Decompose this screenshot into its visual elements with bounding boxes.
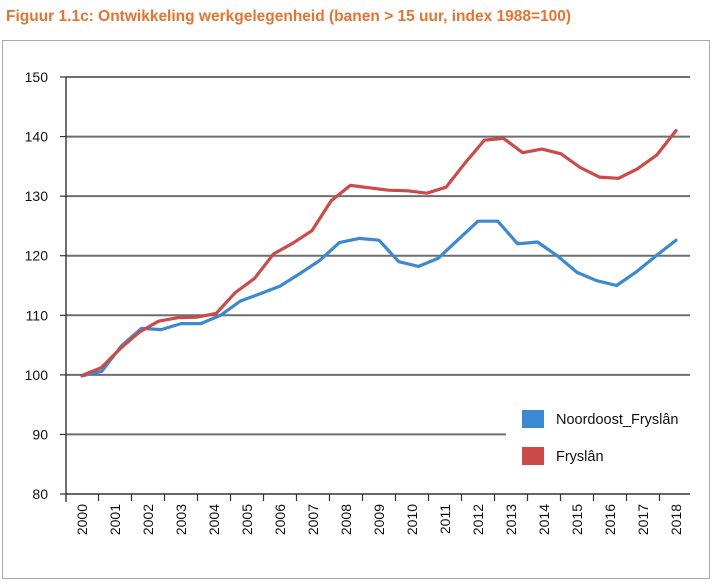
x-tick-label: 2004 bbox=[206, 504, 222, 535]
x-tick-label: 2002 bbox=[140, 504, 156, 535]
x-tick-label: 2008 bbox=[338, 504, 354, 535]
x-tick-label: 2016 bbox=[602, 504, 618, 535]
legend: Noordoost_Fryslân Fryslân bbox=[522, 410, 679, 465]
x-tick-label: 2012 bbox=[470, 504, 486, 535]
series-line-0 bbox=[80, 219, 678, 378]
x-tick-label: 2010 bbox=[404, 504, 420, 535]
x-axis: 2000 2001 2002 2003 2004 2005 2006 2007 2008 2009… bbox=[66, 493, 690, 535]
y-tick-label: 120 bbox=[25, 248, 49, 264]
y-tick-label: 100 bbox=[25, 367, 49, 383]
x-tick-label: 2015 bbox=[569, 504, 585, 535]
x-tick-label: 2006 bbox=[272, 504, 288, 535]
x-tick-label: 2018 bbox=[668, 504, 684, 535]
x-tick-label: 2017 bbox=[635, 504, 651, 535]
legend-label-1: Fryslân bbox=[556, 449, 604, 465]
y-tick-label: 140 bbox=[25, 129, 49, 145]
y-tick-label: 110 bbox=[26, 307, 49, 323]
x-tick-label: 2013 bbox=[503, 504, 519, 535]
x-tick-label: 2001 bbox=[107, 504, 123, 535]
x-tick-label: 2011 bbox=[437, 504, 453, 534]
legend-label-0: Noordoost_Fryslân bbox=[556, 412, 679, 428]
x-tick-label: 2003 bbox=[173, 504, 189, 535]
x-tick-label: 2014 bbox=[536, 504, 552, 535]
x-tick-label: 2005 bbox=[239, 504, 255, 535]
legend-swatch-0 bbox=[522, 410, 544, 428]
series-line-1 bbox=[80, 129, 678, 378]
x-tick-label: 2000 bbox=[74, 504, 90, 535]
y-tick-label: 90 bbox=[32, 426, 48, 442]
y-tick-label: 150 bbox=[25, 69, 49, 85]
figure-title: Figuur 1.1c: Ontwikkeling werkgelegenhei… bbox=[6, 8, 572, 25]
legend-swatch-1 bbox=[522, 447, 544, 465]
x-tick-label: 2009 bbox=[371, 504, 387, 535]
grid-lines bbox=[66, 76, 690, 436]
series-layer bbox=[80, 129, 678, 378]
y-axis: 80 90 100 110 120 130 140 150 bbox=[25, 69, 67, 502]
x-tick-label: 2007 bbox=[305, 504, 321, 535]
chart-frame bbox=[2, 40, 710, 579]
y-tick-label: 80 bbox=[32, 486, 48, 502]
y-tick-label: 130 bbox=[25, 188, 49, 204]
